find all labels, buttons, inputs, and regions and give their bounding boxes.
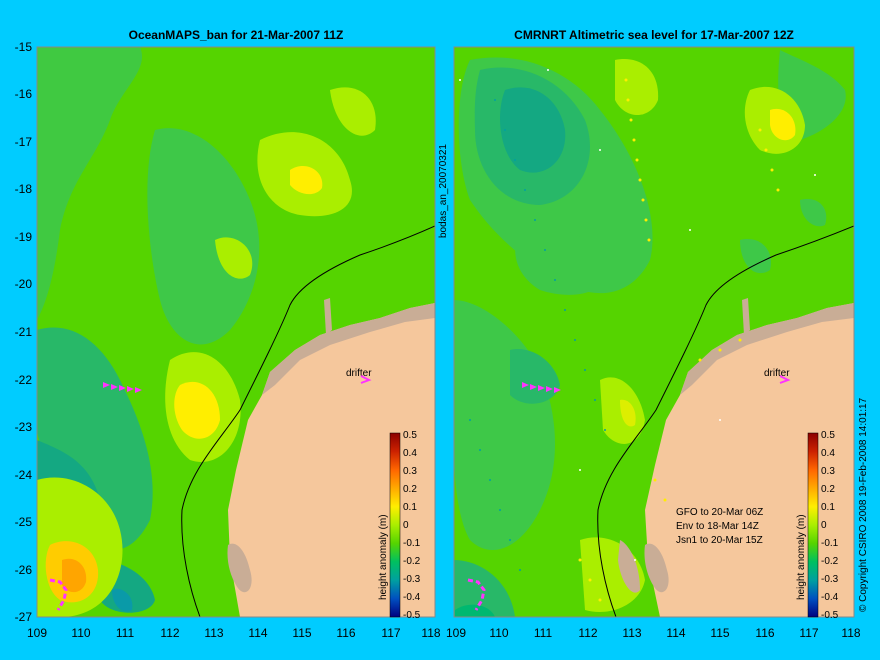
svg-text:0.4: 0.4	[821, 448, 835, 459]
right-colorbar-label: height anomaly (m)	[796, 514, 807, 600]
left-isobath	[181, 225, 435, 617]
right-drifter-track	[522, 382, 561, 393]
left-drifter-label: drifter	[346, 368, 372, 379]
right-map-title: CMRNRT Altimetric sea level for 17-Mar-2…	[514, 28, 794, 42]
svg-text:115: 115	[710, 626, 729, 640]
svg-text:-26: -26	[15, 563, 33, 577]
info-line-env: Env to 18-Mar 14Z	[676, 521, 759, 532]
svg-text:-18: -18	[15, 182, 33, 196]
left-longitude-axis: 109 110 111 112 113 114 115 116 117 118	[27, 626, 441, 640]
svg-text:-19: -19	[15, 230, 33, 244]
svg-text:0.3: 0.3	[403, 466, 417, 477]
svg-text:-16: -16	[15, 87, 33, 101]
info-line-jsn1: Jsn1 to 20-Mar 15Z	[676, 535, 763, 546]
svg-text:0.2: 0.2	[403, 484, 417, 495]
svg-text:113: 113	[622, 626, 641, 640]
latitude-axis: -15 -16 -17 -18 -19 -20 -21 -22 -23 -24 …	[15, 40, 33, 624]
right-land	[645, 303, 854, 617]
copyright-label: © Copyright CSIRO 2008 19-Feb-2008 14:01…	[858, 397, 869, 612]
svg-text:-17: -17	[15, 135, 33, 149]
svg-text:112: 112	[578, 626, 597, 640]
svg-text:111: 111	[534, 626, 553, 640]
left-drifter-loop	[49, 578, 68, 611]
svg-text:0.1: 0.1	[403, 502, 417, 513]
left-land	[228, 303, 435, 617]
svg-text:0.5: 0.5	[821, 430, 835, 441]
svg-text:-0.2: -0.2	[403, 556, 421, 567]
svg-text:-0.1: -0.1	[403, 538, 421, 549]
svg-text:0.1: 0.1	[821, 502, 835, 513]
svg-text:0: 0	[403, 520, 409, 531]
svg-text:-0.4: -0.4	[403, 592, 421, 603]
svg-text:0: 0	[821, 520, 827, 531]
right-isobath	[597, 225, 854, 617]
altimeter-track-dots	[459, 69, 816, 602]
svg-text:-22: -22	[15, 373, 33, 387]
svg-text:-0.3: -0.3	[403, 574, 421, 585]
left-drifter-arrow	[360, 375, 372, 384]
svg-text:109: 109	[446, 626, 466, 640]
svg-text:118: 118	[421, 626, 440, 640]
svg-text:110: 110	[489, 626, 508, 640]
svg-text:114: 114	[666, 626, 685, 640]
right-drifter-label: drifter	[764, 368, 790, 379]
svg-text:-0.4: -0.4	[821, 592, 839, 603]
svg-text:109: 109	[27, 626, 47, 640]
left-map: drifter	[37, 47, 435, 617]
svg-text:-25: -25	[15, 515, 33, 529]
svg-text:0.3: 0.3	[821, 466, 835, 477]
svg-text:0.5: 0.5	[403, 430, 417, 441]
left-colorbar: 0.5 0.4 0.3 0.2 0.1 0 -0.1 -0.2 -0.3 -0.…	[378, 430, 421, 621]
svg-text:-0.5: -0.5	[821, 610, 839, 621]
svg-text:-0.2: -0.2	[821, 556, 839, 567]
svg-text:110: 110	[71, 626, 90, 640]
info-line-gfo: GFO to 20-Mar 06Z	[676, 507, 763, 518]
svg-text:-21: -21	[15, 325, 33, 339]
right-colorbar: 0.5 0.4 0.3 0.2 0.1 0 -0.1 -0.2 -0.3 -0.…	[796, 430, 839, 621]
right-drifter-arrow	[779, 375, 791, 384]
svg-text:-27: -27	[15, 610, 33, 624]
right-drifter-loop	[467, 578, 486, 611]
svg-text:0.4: 0.4	[403, 448, 417, 459]
svg-text:117: 117	[381, 626, 400, 640]
svg-text:116: 116	[336, 626, 355, 640]
left-map-title: OceanMAPS_ban for 21-Mar-2007 11Z	[129, 28, 344, 42]
left-drifter-track	[103, 382, 142, 393]
svg-text:0.2: 0.2	[821, 484, 835, 495]
svg-text:115: 115	[292, 626, 311, 640]
svg-text:-0.1: -0.1	[821, 538, 839, 549]
svg-text:-20: -20	[15, 277, 33, 291]
left-colorbar-label: height anomaly (m)	[378, 514, 389, 600]
svg-text:112: 112	[160, 626, 179, 640]
svg-text:114: 114	[248, 626, 267, 640]
svg-text:118: 118	[841, 626, 860, 640]
svg-text:-0.3: -0.3	[821, 574, 839, 585]
right-longitude-axis: 109 110 111 112 113 114 115 116 117 118	[446, 626, 861, 640]
svg-text:111: 111	[116, 626, 135, 640]
run-label: bodas_an_20070321	[438, 144, 449, 238]
svg-text:117: 117	[799, 626, 818, 640]
svg-text:116: 116	[755, 626, 774, 640]
svg-text:-0.5: -0.5	[403, 610, 421, 621]
right-map: drifter GFO to 20-Mar 06Z Env to 18-Mar …	[454, 47, 854, 617]
svg-text:-23: -23	[15, 420, 33, 434]
svg-text:113: 113	[204, 626, 223, 640]
svg-text:-15: -15	[15, 40, 33, 54]
svg-text:-24: -24	[15, 468, 33, 482]
